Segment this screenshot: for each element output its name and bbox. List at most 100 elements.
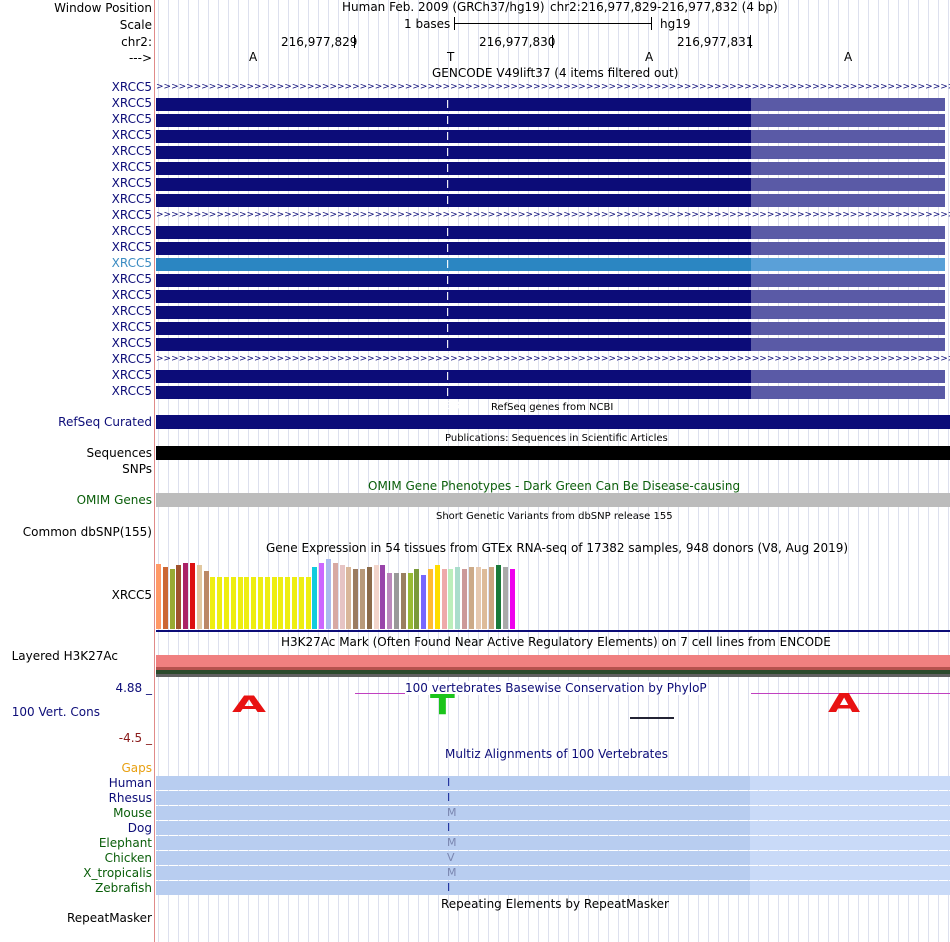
snps-label[interactable]: SNPs	[122, 462, 152, 476]
gtex-tissue-bar[interactable]	[441, 569, 447, 629]
gtex-tissue-bar[interactable]	[346, 567, 352, 629]
omim-feature[interactable]	[156, 493, 950, 507]
cons-label[interactable]: 100 Vert. Cons	[11, 705, 100, 719]
gtex-tissue-bar[interactable]	[380, 565, 386, 629]
gtex-tissue-bar[interactable]	[455, 567, 461, 629]
multiz-track-title[interactable]: Multiz Alignments of 100 Vertebrates	[445, 747, 669, 761]
gencode-gene-label[interactable]: XRCC5	[111, 288, 152, 302]
gtex-tissue-bar[interactable]	[434, 565, 440, 629]
alignment-row[interactable]: M	[156, 806, 950, 820]
gencode-intron-arrows[interactable]: >>>>>>>>>>>>>>>>>>>>>>>>>>>>>>>>>>>>>>>>…	[156, 354, 950, 364]
gtex-tissue-bar[interactable]	[339, 565, 345, 629]
gencode-gene-label[interactable]: XRCC5	[111, 80, 152, 94]
repeatmasker-label[interactable]: RepeatMasker	[66, 911, 152, 925]
gtex-tissue-bar[interactable]	[292, 577, 297, 629]
gtex-tissue-bar[interactable]	[496, 565, 501, 629]
refseq-feature[interactable]	[156, 415, 950, 429]
gtex-tissue-bar[interactable]	[400, 573, 406, 629]
gtex-tissue-bar[interactable]	[373, 565, 379, 629]
gtex-tissue-bar[interactable]	[156, 564, 161, 629]
gtex-bar-chart[interactable]	[156, 556, 556, 629]
cons-track-title[interactable]: 100 vertebrates Basewise Conservation by…	[405, 681, 707, 695]
omim-label[interactable]: OMIM Genes	[76, 493, 152, 507]
species-label[interactable]: Human	[108, 776, 152, 790]
gencode-gene-label[interactable]: XRCC5	[111, 112, 152, 126]
gtex-tissue-bar[interactable]	[244, 577, 250, 629]
dbsnp-track-title[interactable]: Short Genetic Variants from dbSNP releas…	[436, 511, 673, 522]
gtex-tissue-bar[interactable]	[203, 571, 209, 629]
gtex-tissue-bar[interactable]	[475, 567, 481, 629]
h3k27ac-label[interactable]: Layered H3K27Ac	[11, 649, 118, 663]
gtex-tissue-bar[interactable]	[298, 577, 304, 629]
repeatmasker-track-title[interactable]: Repeating Elements by RepeatMasker	[441, 897, 669, 911]
gencode-gene-label[interactable]: XRCC5	[111, 384, 152, 398]
species-label[interactable]: Zebrafish	[95, 881, 152, 895]
alignment-row[interactable]: I	[156, 821, 950, 835]
gtex-tissue-bar[interactable]	[224, 577, 229, 629]
species-label[interactable]: Dog	[127, 821, 152, 835]
alignment-row[interactable]: V	[156, 851, 950, 865]
gencode-track-title[interactable]: GENCODE V49lift37 (4 items filtered out)	[432, 66, 679, 80]
gtex-tissue-bar[interactable]	[258, 577, 263, 629]
alignment-row[interactable]: M	[156, 866, 950, 880]
gtex-tissue-bar[interactable]	[319, 563, 325, 629]
gtex-tissue-bar[interactable]	[312, 567, 318, 629]
gtex-tissue-bar[interactable]	[285, 577, 291, 629]
gtex-tissue-bar[interactable]	[482, 569, 488, 629]
alignment-row[interactable]: I	[156, 881, 950, 895]
gaps-label[interactable]: Gaps	[121, 761, 152, 775]
gtex-tissue-bar[interactable]	[414, 569, 420, 629]
gtex-tissue-bar[interactable]	[169, 569, 175, 629]
gtex-tissue-bar[interactable]	[217, 577, 223, 629]
gtex-tissue-bar[interactable]	[360, 569, 365, 629]
gencode-gene-label[interactable]: XRCC5	[111, 144, 152, 158]
gencode-gene-label[interactable]: XRCC5	[111, 336, 152, 350]
gtex-tissue-bar[interactable]	[468, 567, 474, 629]
gtex-tissue-bar[interactable]	[230, 577, 236, 629]
gencode-gene-label[interactable]: XRCC5	[111, 192, 152, 206]
alignment-row[interactable]: I	[156, 776, 950, 790]
gtex-tissue-bar[interactable]	[251, 577, 257, 629]
gencode-gene-label[interactable]: XRCC5	[111, 160, 152, 174]
gencode-gene-label[interactable]: XRCC5	[111, 176, 152, 190]
publications-label[interactable]: Sequences	[86, 446, 152, 460]
alignment-row[interactable]: I	[156, 791, 950, 805]
dbsnp-label[interactable]: Common dbSNP(155)	[22, 525, 152, 539]
gencode-gene-label[interactable]: XRCC5	[111, 96, 152, 110]
gtex-tissue-bar[interactable]	[407, 573, 413, 629]
species-label[interactable]: Mouse	[113, 806, 152, 820]
gencode-gene-label[interactable]: XRCC5	[111, 368, 152, 382]
gtex-tissue-bar[interactable]	[176, 565, 182, 629]
gtex-tissue-bar[interactable]	[462, 569, 467, 629]
gtex-tissue-bar[interactable]	[210, 577, 216, 629]
gtex-tissue-bar[interactable]	[196, 565, 202, 629]
species-label[interactable]: X_tropicalis	[83, 866, 152, 880]
gencode-gene-label[interactable]: XRCC5	[111, 272, 152, 286]
gtex-tissue-bar[interactable]	[264, 577, 270, 629]
gtex-tissue-bar[interactable]	[366, 567, 372, 629]
gencode-gene-label[interactable]: XRCC5	[111, 240, 152, 254]
gencode-gene-label[interactable]: XRCC5	[111, 128, 152, 142]
refseq-label[interactable]: RefSeq Curated	[58, 415, 152, 429]
gtex-label[interactable]: XRCC5	[111, 588, 152, 602]
gtex-tissue-bar[interactable]	[489, 567, 495, 629]
gtex-tissue-bar[interactable]	[332, 563, 338, 629]
gtex-tissue-bar[interactable]	[278, 577, 284, 629]
gtex-tissue-bar[interactable]	[237, 577, 243, 629]
gtex-tissue-bar[interactable]	[305, 577, 311, 629]
gencode-gene-label[interactable]: XRCC5	[111, 352, 152, 366]
gencode-intron-arrows[interactable]: >>>>>>>>>>>>>>>>>>>>>>>>>>>>>>>>>>>>>>>>…	[156, 210, 950, 220]
gtex-tissue-bar[interactable]	[502, 567, 508, 629]
gtex-tissue-bar[interactable]	[428, 569, 433, 629]
alignment-row[interactable]: M	[156, 836, 950, 850]
publications-track-title[interactable]: Publications: Sequences in Scientific Ar…	[445, 433, 668, 444]
gencode-gene-label[interactable]: XRCC5	[111, 256, 152, 270]
gtex-tissue-bar[interactable]	[509, 569, 515, 629]
gtex-tissue-bar[interactable]	[387, 573, 393, 629]
gtex-tissue-bar[interactable]	[421, 575, 427, 629]
species-label[interactable]: Elephant	[98, 836, 152, 850]
omim-track-title[interactable]: OMIM Gene Phenotypes - Dark Green Can Be…	[368, 479, 741, 493]
gtex-tissue-bar[interactable]	[190, 563, 195, 629]
gencode-gene-label[interactable]: XRCC5	[111, 320, 152, 334]
gtex-tissue-bar[interactable]	[326, 559, 331, 629]
